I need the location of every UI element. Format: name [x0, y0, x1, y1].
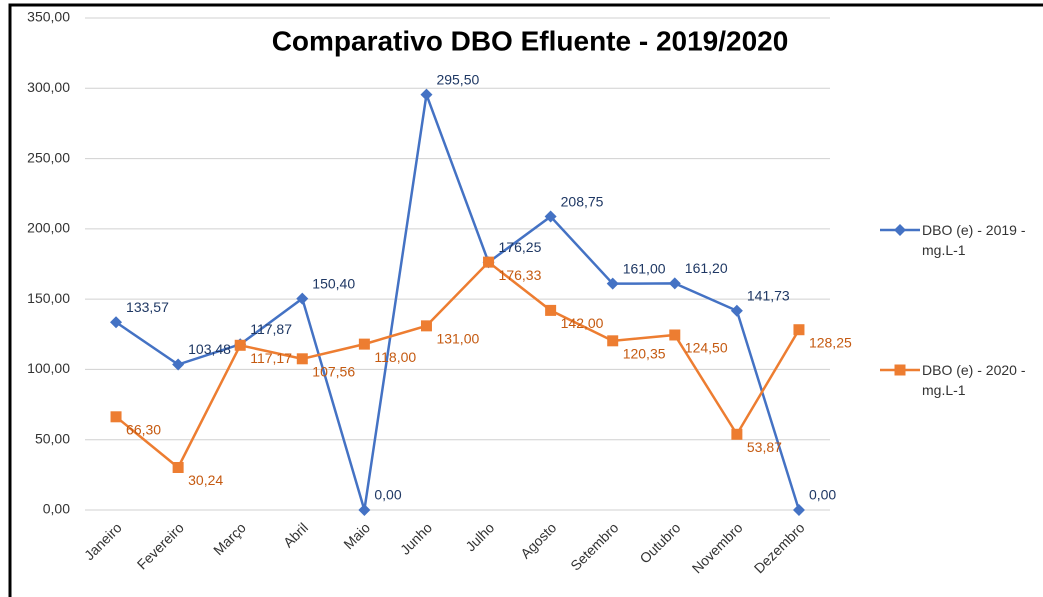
marker	[420, 88, 433, 101]
y-tick-label: 300,00	[27, 79, 70, 95]
data-label: 30,24	[188, 472, 223, 488]
frame	[8, 3, 1043, 597]
marker	[234, 339, 246, 351]
marker	[731, 428, 743, 440]
data-label: 66,30	[126, 422, 161, 438]
marker	[296, 292, 309, 305]
marker	[792, 504, 805, 516]
x-tick-label: Julho	[462, 519, 497, 554]
chart-title: Comparativo DBO Efluente - 2019/2020	[272, 25, 789, 56]
marker	[358, 338, 370, 350]
data-label: 176,33	[499, 267, 542, 283]
marker	[110, 316, 123, 329]
data-label: 161,20	[685, 260, 728, 276]
marker	[545, 304, 557, 316]
y-tick-label: 100,00	[27, 360, 70, 376]
data-label: 131,00	[436, 331, 479, 347]
marker	[606, 277, 619, 290]
x-tick-label: Outubro	[636, 519, 683, 566]
data-label: 117,87	[250, 321, 292, 337]
data-label: 133,57	[126, 299, 169, 315]
data-label: 150,40	[312, 275, 355, 291]
marker	[172, 358, 185, 371]
data-label: 176,25	[499, 239, 542, 255]
data-label: 208,75	[561, 193, 604, 209]
x-tick-label: Junho	[397, 519, 435, 557]
data-label: 103,48	[188, 341, 231, 357]
data-label: 124,50	[685, 340, 728, 356]
x-tick-label: Agosto	[517, 519, 559, 561]
marker	[668, 277, 681, 290]
y-tick-label: 350,00	[27, 9, 70, 25]
marker	[669, 329, 681, 341]
x-tick-label: Setembro	[567, 519, 621, 573]
marker	[420, 320, 432, 332]
data-label: 128,25	[809, 334, 852, 350]
data-label: 142,00	[561, 315, 604, 331]
marker	[730, 304, 743, 317]
x-tick-label: Dezembro	[751, 519, 808, 576]
marker	[358, 504, 371, 516]
marker	[172, 461, 184, 473]
y-tick-label: 250,00	[27, 149, 70, 165]
marker	[793, 324, 805, 336]
marker	[483, 256, 495, 268]
y-tick-label: 150,00	[27, 290, 70, 306]
data-label: 53,87	[747, 439, 782, 455]
marker	[110, 411, 122, 423]
series-line	[115, 94, 801, 511]
series-line	[115, 260, 801, 470]
y-tick-label: 50,00	[35, 430, 70, 446]
data-label: 107,56	[312, 364, 355, 380]
marker	[296, 353, 308, 365]
data-label: 295,50	[436, 71, 479, 87]
legend-label: DBO (e) - 2019 - mg.L-1	[922, 222, 1026, 258]
data-label: 117,17	[250, 350, 292, 366]
data-label: 118,00	[374, 349, 416, 365]
data-label: 141,73	[747, 287, 790, 303]
x-tick-label: Abril	[280, 519, 311, 550]
marker	[607, 335, 619, 347]
x-tick-label: Fevereiro	[134, 519, 187, 572]
data-label: 0,00	[809, 487, 836, 503]
x-tick-label: Maio	[340, 519, 373, 552]
marker	[544, 210, 557, 223]
x-tick-label: Janeiro	[81, 519, 125, 563]
legend-label: DBO (e) - 2020 - mg.L-1	[922, 362, 1026, 398]
x-tick-label: Novembro	[689, 519, 746, 576]
data-label: 120,35	[623, 346, 666, 362]
x-tick-label: Março	[210, 519, 249, 558]
data-label: 0,00	[374, 487, 401, 503]
y-tick-label: 0,00	[43, 501, 70, 517]
data-label: 161,00	[623, 260, 666, 276]
y-tick-label: 200,00	[27, 220, 70, 236]
